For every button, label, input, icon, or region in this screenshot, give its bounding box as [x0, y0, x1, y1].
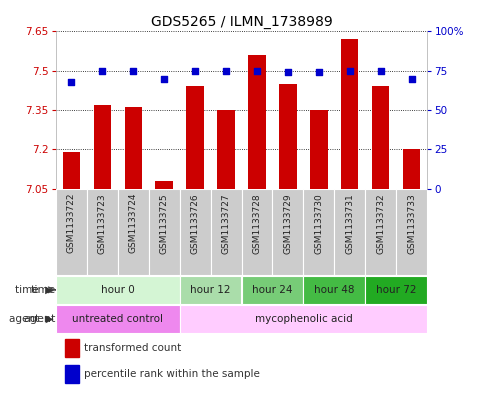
Point [377, 68, 385, 74]
Bar [272, 189, 303, 275]
Text: agent  ▶: agent ▶ [9, 314, 53, 324]
Bar [303, 189, 334, 275]
Text: GSM1133725: GSM1133725 [159, 193, 169, 253]
Bar [86, 189, 117, 275]
Bar [242, 276, 303, 304]
Bar [311, 110, 327, 189]
Point [191, 68, 199, 74]
Point [315, 69, 323, 75]
Bar [62, 152, 80, 189]
Bar [156, 181, 172, 189]
Point [67, 79, 75, 85]
Text: GSM1133731: GSM1133731 [345, 193, 355, 254]
Text: hour 72: hour 72 [376, 285, 417, 295]
Text: transformed count: transformed count [84, 343, 181, 353]
Point [253, 68, 261, 74]
Bar [242, 189, 272, 275]
Text: GSM1133728: GSM1133728 [253, 193, 261, 253]
Point [129, 68, 137, 74]
Text: GSM1133733: GSM1133733 [408, 193, 416, 254]
Text: hour 48: hour 48 [314, 285, 355, 295]
Bar [366, 189, 397, 275]
Bar [56, 189, 86, 275]
Bar [248, 55, 266, 189]
Bar [180, 189, 211, 275]
Text: hour 12: hour 12 [190, 285, 231, 295]
Text: time: time [30, 285, 56, 295]
Bar [65, 339, 79, 357]
Bar [56, 276, 180, 304]
Point [98, 68, 106, 74]
Bar [280, 84, 297, 189]
Bar [403, 149, 421, 189]
Bar [65, 365, 79, 383]
Bar [94, 105, 111, 189]
Text: GSM1133724: GSM1133724 [128, 193, 138, 253]
Bar [180, 276, 242, 304]
Bar [117, 189, 149, 275]
Bar [217, 110, 235, 189]
Text: GSM1133723: GSM1133723 [98, 193, 107, 253]
Bar [334, 189, 366, 275]
Point [222, 68, 230, 74]
Text: hour 0: hour 0 [100, 285, 134, 295]
Point [284, 69, 292, 75]
Text: GSM1133726: GSM1133726 [190, 193, 199, 253]
Bar [341, 39, 358, 189]
Text: GSM1133730: GSM1133730 [314, 193, 324, 254]
Bar [180, 305, 427, 333]
Bar [56, 305, 180, 333]
Bar [211, 189, 242, 275]
Point [346, 68, 354, 74]
Bar [372, 86, 389, 189]
Bar [303, 276, 366, 304]
Text: mycophenolic acid: mycophenolic acid [255, 314, 353, 324]
Bar [366, 276, 427, 304]
Bar [186, 86, 203, 189]
Text: GSM1133729: GSM1133729 [284, 193, 293, 253]
Bar [125, 107, 142, 189]
Point [160, 75, 168, 82]
Text: GSM1133732: GSM1133732 [376, 193, 385, 253]
Text: GSM1133727: GSM1133727 [222, 193, 230, 253]
Text: time  ▶: time ▶ [15, 285, 53, 295]
Text: untreated control: untreated control [72, 314, 163, 324]
Text: hour 24: hour 24 [252, 285, 293, 295]
Title: GDS5265 / ILMN_1738989: GDS5265 / ILMN_1738989 [151, 15, 332, 29]
Bar [149, 189, 180, 275]
Text: percentile rank within the sample: percentile rank within the sample [84, 369, 259, 379]
Text: agent: agent [23, 314, 56, 324]
Point [408, 75, 416, 82]
Text: GSM1133722: GSM1133722 [67, 193, 75, 253]
Bar [397, 189, 427, 275]
